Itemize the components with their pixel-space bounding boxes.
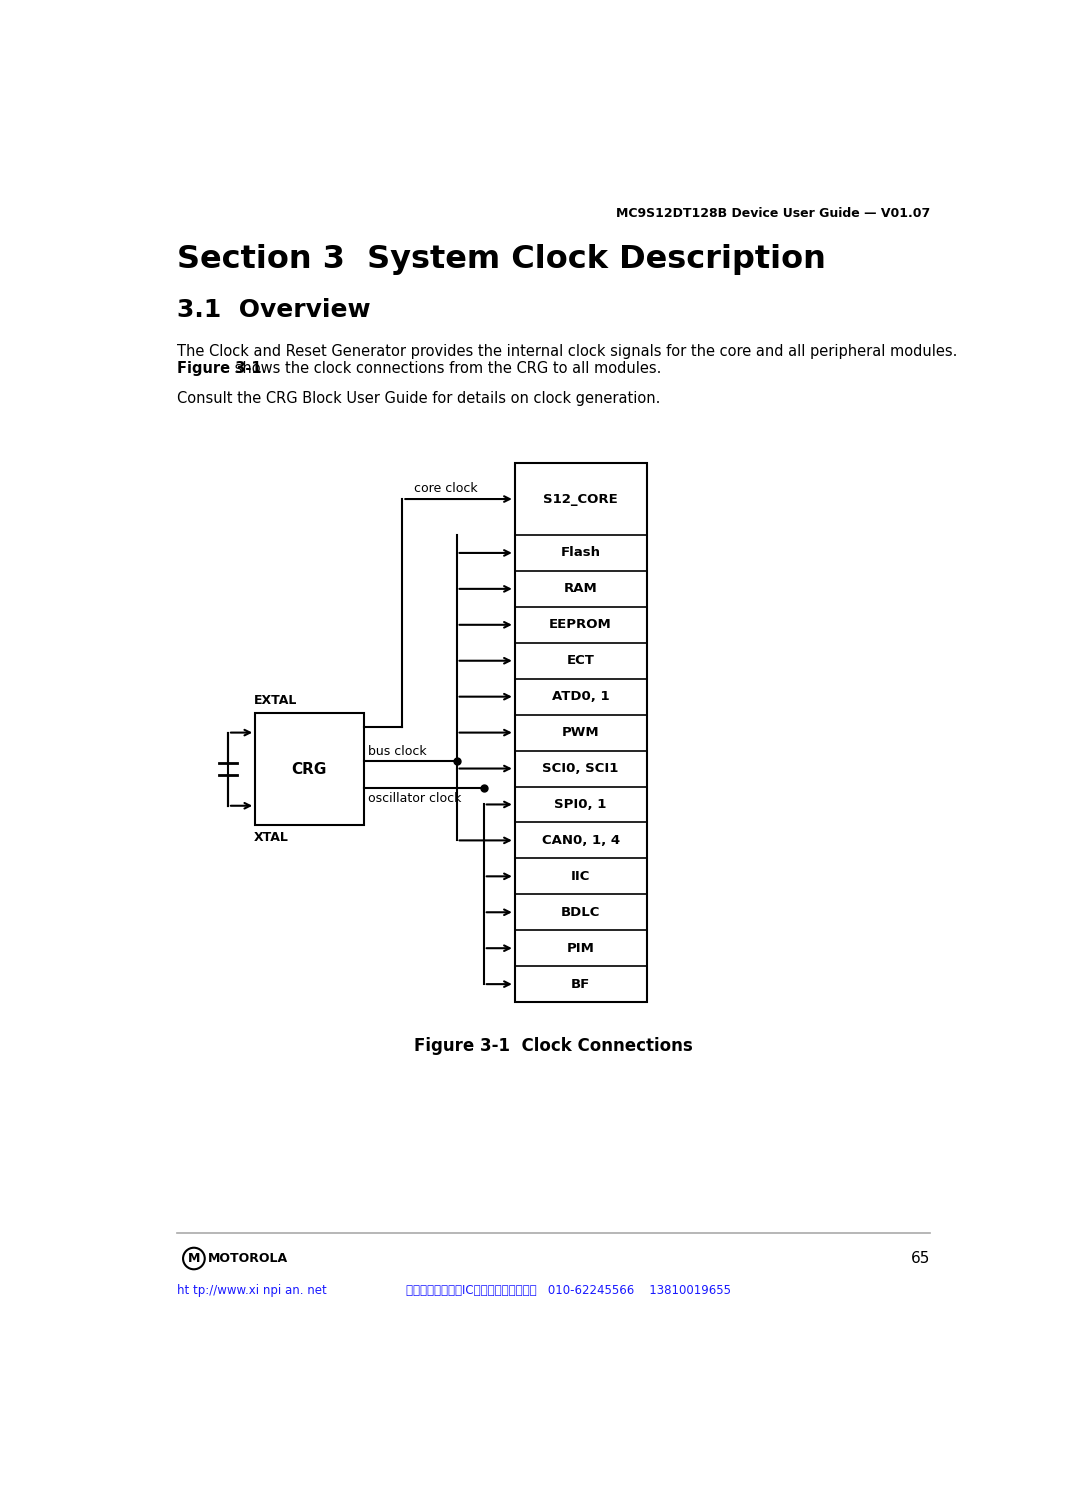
Text: ECT: ECT: [567, 655, 595, 667]
Text: EEPROM: EEPROM: [550, 618, 612, 631]
Text: 3.1  Overview: 3.1 Overview: [177, 297, 370, 322]
Text: 65: 65: [910, 1250, 930, 1267]
Text: Flash: Flash: [561, 546, 600, 560]
Text: core clock: core clock: [414, 483, 477, 495]
Text: oscillator clock: oscillator clock: [367, 792, 461, 805]
Text: SPI0, 1: SPI0, 1: [554, 797, 607, 811]
Text: The Clock and Reset Generator provides the internal clock signals for the core a: The Clock and Reset Generator provides t…: [177, 343, 957, 359]
Text: SCI0, SCI1: SCI0, SCI1: [542, 762, 619, 775]
Text: bus clock: bus clock: [367, 745, 427, 759]
Text: CRG: CRG: [292, 762, 327, 777]
Text: shows the clock connections from the CRG to all modules.: shows the clock connections from the CRG…: [230, 361, 661, 376]
Text: RAM: RAM: [564, 582, 597, 595]
Text: BF: BF: [571, 977, 591, 990]
Text: MOTOROLA: MOTOROLA: [207, 1252, 288, 1265]
Text: MC9S12DT128B Device User Guide — V01.07: MC9S12DT128B Device User Guide — V01.07: [616, 206, 930, 220]
Text: Figure 3-1: Figure 3-1: [177, 361, 261, 376]
Bar: [255, 713, 364, 826]
Text: ATD0, 1: ATD0, 1: [552, 691, 609, 704]
Text: BDLC: BDLC: [561, 906, 600, 919]
Text: M: M: [188, 1252, 200, 1265]
Text: CAN0, 1, 4: CAN0, 1, 4: [541, 835, 620, 846]
Text: Consult the CRG Block User Guide for details on clock generation.: Consult the CRG Block User Guide for det…: [177, 392, 660, 407]
Text: IIC: IIC: [571, 870, 591, 884]
Text: Section 3  System Clock Description: Section 3 System Clock Description: [177, 244, 826, 275]
Text: PIM: PIM: [567, 941, 595, 955]
Text: 提供单片机解密、IC解密、芯片解密业务   010-62245566    13810019655: 提供单片机解密、IC解密、芯片解密业务 010-62245566 1381001…: [406, 1285, 731, 1298]
Text: EXTAL: EXTAL: [254, 693, 297, 707]
Text: Figure 3-1  Clock Connections: Figure 3-1 Clock Connections: [414, 1037, 693, 1054]
Text: ht tp://www.xi npi an. net: ht tp://www.xi npi an. net: [177, 1285, 326, 1298]
Text: PWM: PWM: [562, 726, 599, 740]
Text: S12_CORE: S12_CORE: [543, 493, 618, 505]
Text: XTAL: XTAL: [254, 832, 288, 843]
Bar: [515, 463, 647, 1002]
